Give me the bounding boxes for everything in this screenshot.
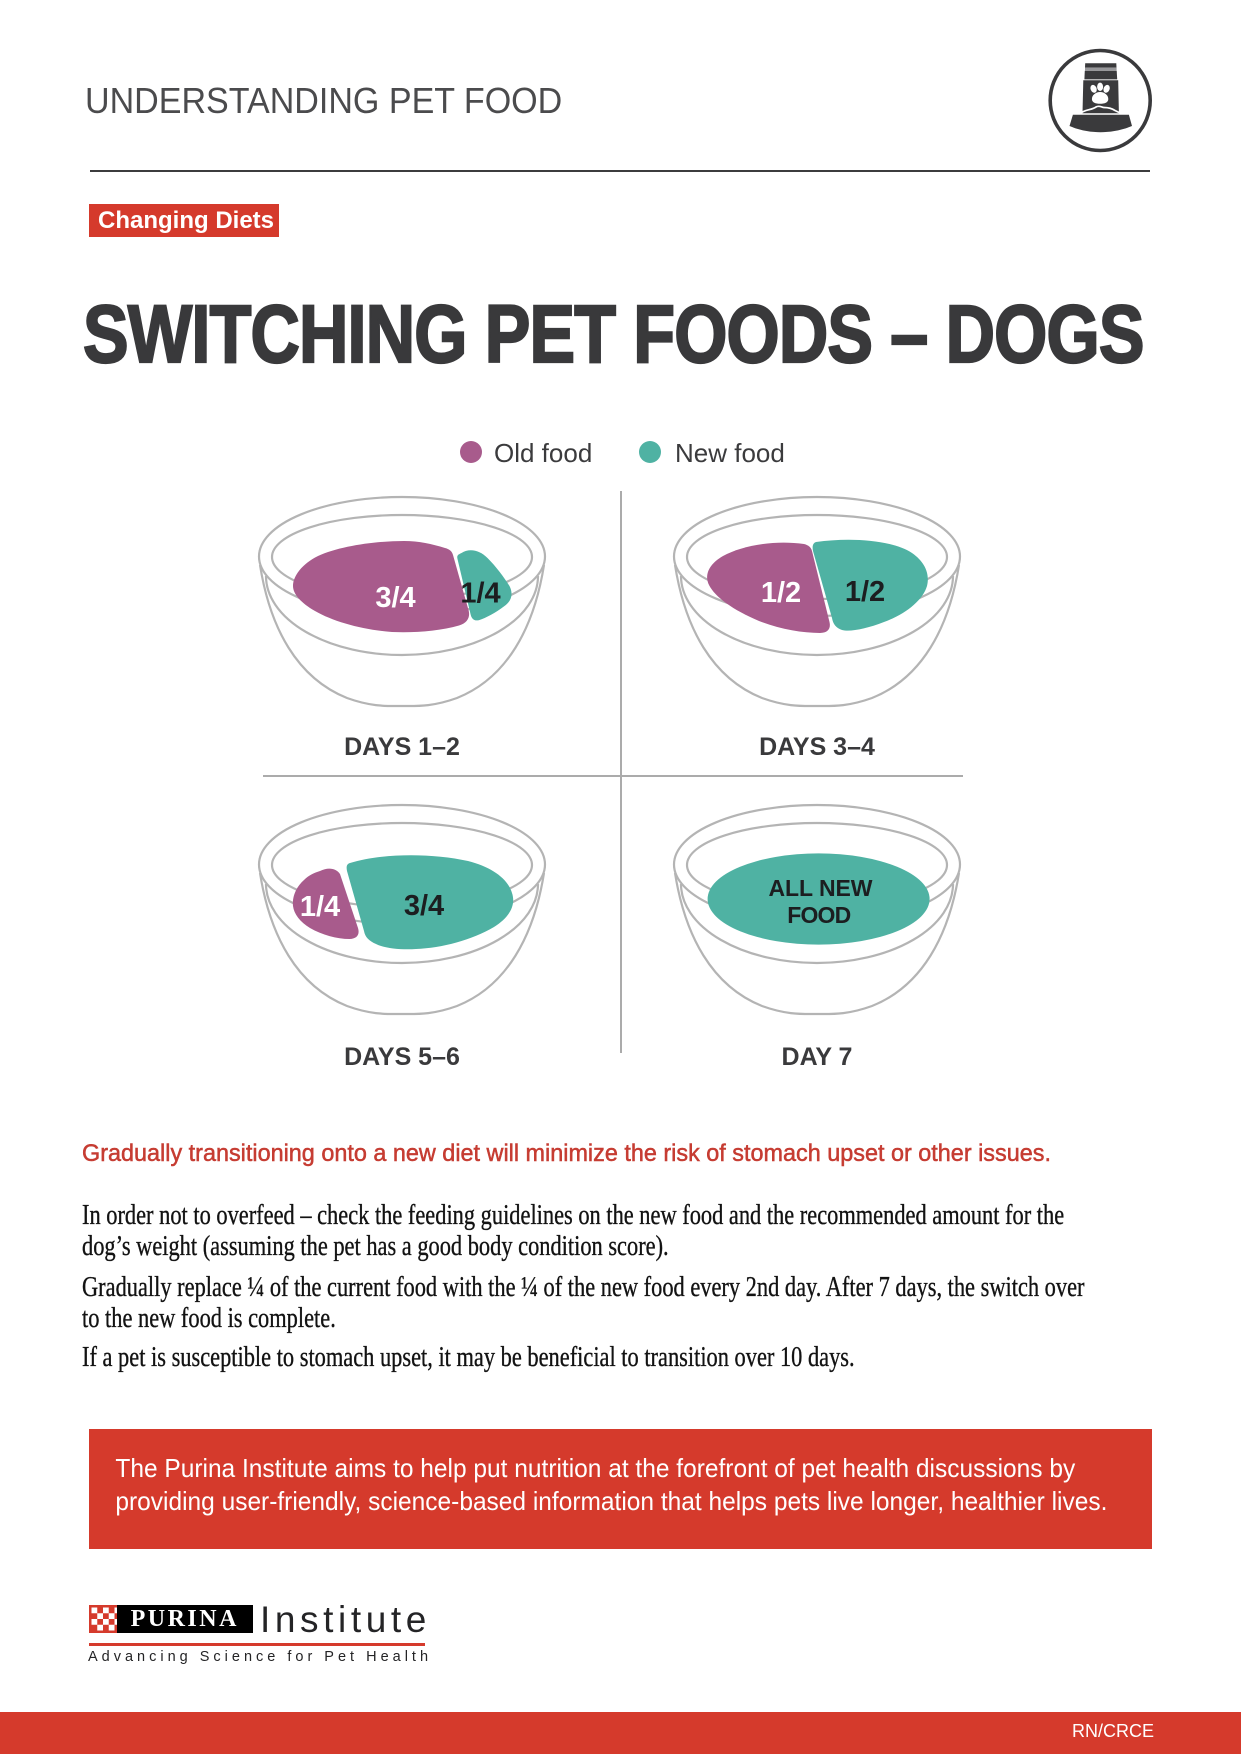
svg-text:3/4: 3/4	[404, 890, 444, 922]
svg-text:1/4: 1/4	[460, 578, 500, 610]
svg-text:1/2: 1/2	[845, 576, 885, 608]
svg-text:FOOD: FOOD	[787, 902, 851, 928]
svg-text:3/4: 3/4	[375, 582, 415, 614]
svg-text:1/4: 1/4	[300, 891, 340, 923]
svg-text:1/2: 1/2	[761, 577, 801, 609]
svg-text:ALL NEW: ALL NEW	[769, 875, 873, 901]
